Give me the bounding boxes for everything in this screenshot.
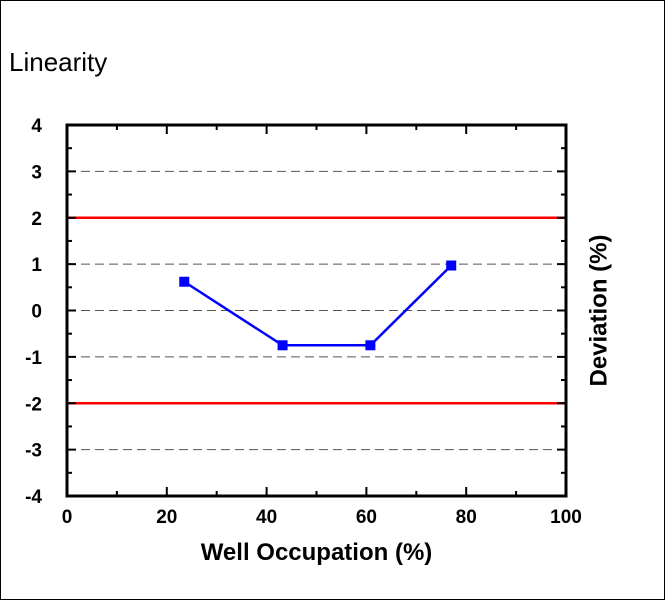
- x-tick-label: 80: [456, 507, 477, 528]
- x-tick-label: 0: [62, 507, 73, 528]
- y-tick-label: 0: [31, 302, 42, 323]
- data-point-marker: [179, 276, 190, 287]
- y-tick-label: -1: [25, 348, 42, 369]
- y-tick-label: -2: [25, 394, 42, 415]
- limit-lines: [67, 216, 566, 405]
- y-tick-label: -4: [25, 487, 42, 508]
- series-line: [183, 264, 453, 347]
- data-point-marker: [446, 260, 457, 271]
- chart-title: Linearity: [9, 47, 107, 77]
- x-tick-labels: 0 20 40 60 80 100: [62, 507, 582, 528]
- y-tick-label: 1: [31, 255, 42, 276]
- x-tick-label: 100: [550, 507, 582, 528]
- y-tick-label: -3: [25, 441, 42, 462]
- x-axis-label: Well Occupation (%): [201, 539, 433, 566]
- y-tick-label: 2: [31, 209, 42, 230]
- y-tick-label: 4: [31, 116, 42, 137]
- series-layer: [179, 260, 457, 351]
- y-axis-label: Deviation (%): [585, 234, 612, 386]
- y-tick-labels: 4 3 2 1 0 -1 -2 -3 -4: [25, 116, 42, 508]
- data-point-marker: [277, 340, 288, 351]
- tick-marks: [66, 124, 567, 497]
- x-tick-label: 60: [356, 507, 377, 528]
- data-point-marker: [365, 340, 376, 351]
- x-tick-label: 20: [156, 507, 177, 528]
- grid-layer: [67, 170, 566, 451]
- y-tick-label: 3: [31, 162, 42, 183]
- x-tick-label: 40: [256, 507, 277, 528]
